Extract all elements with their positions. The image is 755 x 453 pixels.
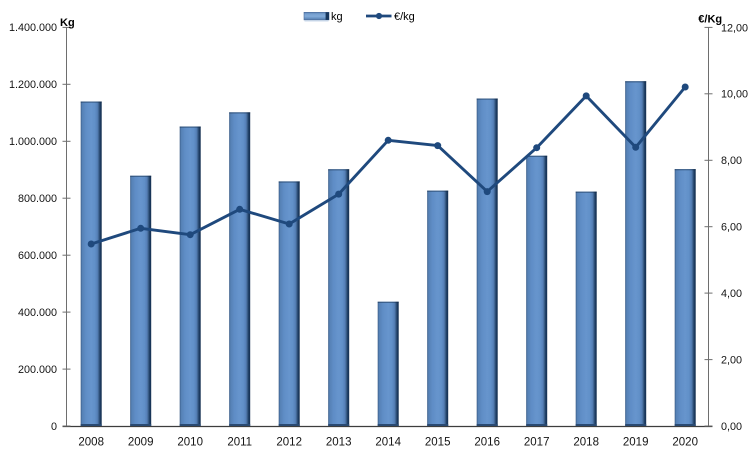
svg-text:2016: 2016 <box>474 436 500 448</box>
svg-text:2,00: 2,00 <box>721 355 742 367</box>
svg-text:2017: 2017 <box>524 436 550 448</box>
svg-text:2009: 2009 <box>128 436 154 448</box>
svg-text:200.000: 200.000 <box>18 364 57 376</box>
svg-text:€/kg: €/kg <box>394 11 415 23</box>
svg-text:800.000: 800.000 <box>18 193 57 205</box>
svg-text:2015: 2015 <box>425 436 451 448</box>
svg-text:2010: 2010 <box>177 436 203 448</box>
svg-text:€/Kg: €/Kg <box>698 13 722 25</box>
svg-text:2012: 2012 <box>276 436 302 448</box>
svg-text:0,00: 0,00 <box>721 421 742 433</box>
svg-text:2014: 2014 <box>375 436 401 448</box>
svg-text:0: 0 <box>51 421 57 433</box>
svg-text:400.000: 400.000 <box>18 307 57 319</box>
svg-text:1.400.000: 1.400.000 <box>9 22 57 34</box>
svg-text:12,00: 12,00 <box>721 22 748 34</box>
svg-text:2008: 2008 <box>78 436 104 448</box>
svg-text:600.000: 600.000 <box>18 250 57 262</box>
svg-text:2011: 2011 <box>227 436 252 448</box>
svg-text:kg: kg <box>331 11 343 23</box>
svg-text:2020: 2020 <box>672 436 698 448</box>
svg-text:1.000.000: 1.000.000 <box>9 136 57 148</box>
svg-text:10,00: 10,00 <box>721 89 748 101</box>
svg-text:Kg: Kg <box>60 17 75 29</box>
svg-text:1.200.000: 1.200.000 <box>9 79 57 91</box>
svg-text:6,00: 6,00 <box>721 222 742 234</box>
svg-text:2019: 2019 <box>623 436 649 448</box>
svg-text:4,00: 4,00 <box>721 288 742 300</box>
svg-text:2018: 2018 <box>573 436 599 448</box>
svg-text:8,00: 8,00 <box>721 155 742 167</box>
svg-text:2013: 2013 <box>326 436 352 448</box>
